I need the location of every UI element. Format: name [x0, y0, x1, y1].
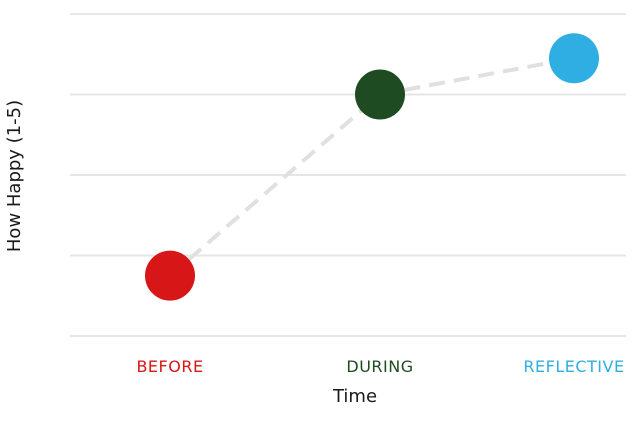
connector-line — [379, 56, 575, 97]
y-axis-title: How Happy (1-5) — [4, 100, 25, 252]
data-point-reflective — [549, 33, 599, 84]
connector-line — [168, 92, 382, 278]
data-point-during — [355, 69, 405, 120]
x-tick-label: REFLECTIVE — [523, 357, 624, 376]
connectors — [168, 56, 575, 278]
x-axis-title: Time — [332, 386, 377, 407]
x-tick-labels: BEFORE DURING REFLECTIVE — [136, 357, 624, 376]
x-tick-label: DURING — [346, 357, 413, 376]
data-point-before — [145, 250, 195, 301]
data-points — [145, 33, 599, 301]
x-tick-label: BEFORE — [136, 357, 203, 376]
